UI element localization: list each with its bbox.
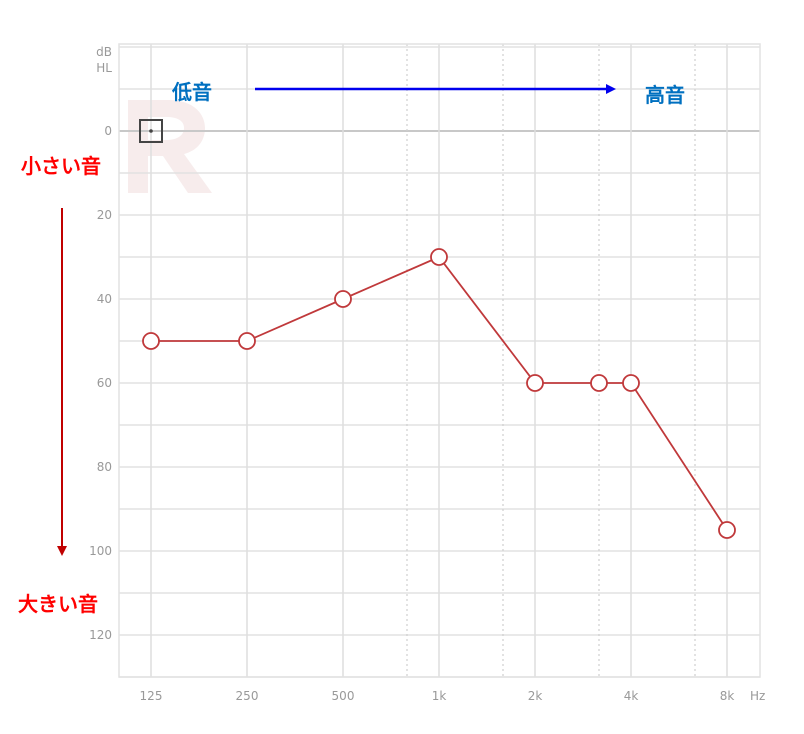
data-point — [590, 374, 608, 392]
loudness-arrowhead — [57, 546, 67, 556]
x-tick-label: 2k — [528, 689, 543, 703]
plot-border — [118, 43, 761, 678]
data-point — [718, 521, 736, 539]
x-tick-label: 125 — [140, 689, 163, 703]
data-point — [334, 290, 352, 308]
pitch-arrowhead — [606, 84, 616, 94]
x-axis-label: Hz — [750, 689, 765, 703]
loud-sound-label: 大きい音 — [18, 592, 98, 616]
y-tick-label: 40 — [97, 292, 112, 306]
low-pitch-label: 低音 — [172, 80, 212, 104]
y-axis-label: HL — [96, 61, 112, 75]
x-tick-label: 4k — [624, 689, 639, 703]
y-tick-label: 60 — [97, 376, 112, 390]
y-tick-label: 120 — [89, 628, 112, 642]
quiet-sound-label: 小さい音 — [21, 154, 101, 178]
ear-watermark-icon — [128, 100, 212, 193]
marker-dot — [149, 129, 153, 133]
x-tick-label: 8k — [720, 689, 735, 703]
data-point — [238, 332, 256, 350]
y-tick-label: 80 — [97, 460, 112, 474]
y-tick-label: 100 — [89, 544, 112, 558]
high-pitch-label: 高音 — [645, 83, 685, 107]
data-point — [142, 332, 160, 350]
data-point — [430, 248, 448, 266]
y-tick-label: 0 — [104, 124, 112, 138]
data-point — [622, 374, 640, 392]
x-tick-label: 1k — [432, 689, 447, 703]
marker-square-icon — [139, 119, 163, 143]
y-axis-label: dB — [96, 45, 112, 59]
x-tick-label: 250 — [236, 689, 259, 703]
y-tick-label: 20 — [97, 208, 112, 222]
data-point — [526, 374, 544, 392]
x-tick-label: 500 — [332, 689, 355, 703]
